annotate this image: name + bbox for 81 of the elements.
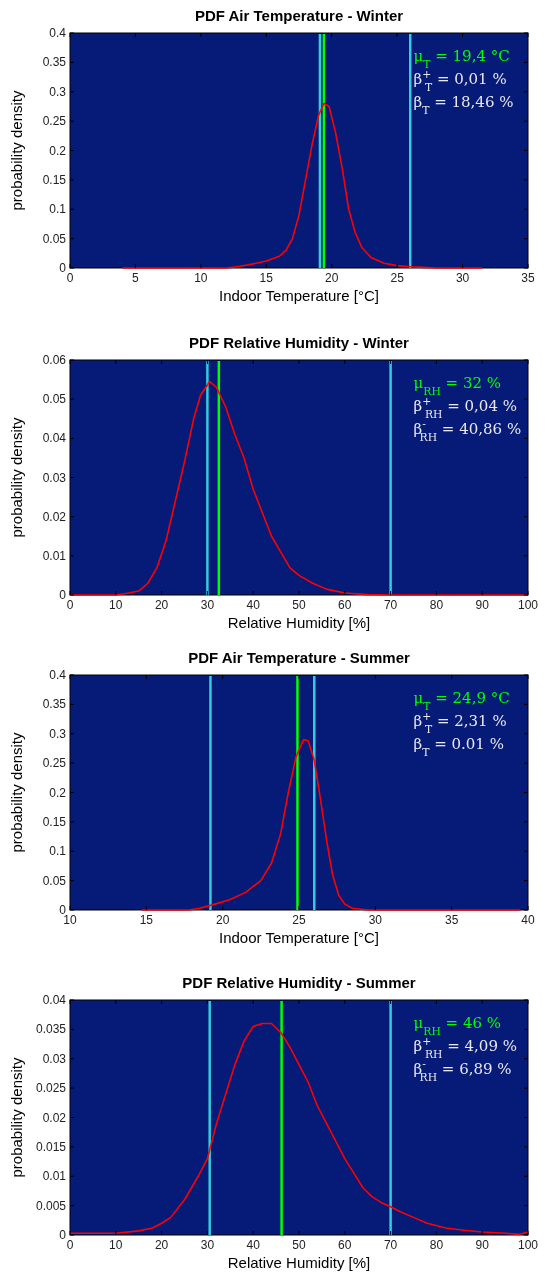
x-tick-label: 100 [517, 598, 539, 612]
x-tick-label: 35 [521, 271, 535, 285]
x-tick-label: 40 [246, 598, 261, 612]
chart-title: PDF Relative Humidity - Summer [182, 974, 416, 991]
x-tick-label: 20 [154, 598, 169, 612]
x-tick-label: 25 [292, 913, 306, 927]
x-tick-label: 70 [383, 1238, 398, 1252]
x-tick-label: 20 [325, 271, 339, 285]
chart-title: PDF Relative Humidity - Winter [189, 334, 410, 351]
x-tick-label: 40 [521, 913, 535, 927]
y-tick-label: 0.04 [42, 431, 67, 446]
x-tick-label: 30 [200, 598, 215, 612]
x-tick-label: 100 [517, 1238, 539, 1252]
y-tick-label: 0.01 [42, 1169, 67, 1184]
y-tick-label: 0.15 [42, 814, 67, 829]
y-tick-label: 0 [59, 1228, 67, 1242]
x-tick-label: 20 [215, 913, 230, 927]
y-tick-label: 0.02 [42, 1110, 67, 1125]
y-tick-label: 0.05 [42, 873, 67, 888]
y-tick-label: 0.03 [42, 1051, 67, 1066]
y-tick-label: 0.4 [49, 668, 67, 682]
x-tick-label: 60 [338, 598, 352, 612]
x-tick-label: 10 [109, 1238, 123, 1252]
y-axis-title: probability density [8, 416, 25, 538]
y-tick-label: 0.035 [35, 1022, 67, 1037]
x-tick-label: 50 [292, 1238, 306, 1252]
y-tick-label: 0.02 [42, 509, 67, 524]
y-tick-label: 0.05 [42, 392, 67, 407]
x-tick-label: 70 [383, 598, 398, 612]
chart-title: PDF Air Temperature - Winter [194, 7, 404, 24]
y-tick-label: 0.025 [35, 1081, 67, 1096]
y-tick-label: 0.2 [49, 143, 67, 158]
x-tick-label: 80 [429, 1238, 444, 1252]
x-tick-label: 10 [194, 271, 208, 285]
y-tick-label: 0.005 [35, 1198, 67, 1213]
x-tick-label: 30 [200, 1238, 215, 1252]
x-tick-label: 15 [139, 913, 154, 927]
y-axis-title: probability density [8, 1056, 25, 1178]
y-tick-label: 0.05 [42, 231, 67, 246]
y-tick-label: 0.04 [42, 993, 67, 1007]
y-tick-label: 0.03 [42, 470, 67, 485]
y-tick-label: 0.15 [42, 172, 67, 187]
y-tick-label: 0.1 [49, 844, 67, 859]
x-tick-label: 90 [475, 598, 490, 612]
y-tick-label: 0.25 [42, 756, 67, 771]
x-tick-label: 40 [246, 1238, 261, 1252]
x-axis-title: Relative Humidity [%] [227, 1254, 371, 1271]
line-series [140, 738, 522, 911]
y-tick-label: 0.2 [49, 785, 67, 800]
x-tick-label: 50 [292, 598, 306, 612]
y-tick-label: 0.3 [49, 84, 67, 99]
x-tick-label: 10 [109, 598, 123, 612]
chart-title: PDF Air Temperature - Summer [188, 649, 411, 666]
x-tick-label: 30 [368, 913, 383, 927]
x-tick-label: 25 [390, 271, 405, 285]
x-tick-label: 60 [338, 1238, 352, 1252]
x-tick-label: 5 [132, 271, 140, 285]
y-tick-label: 0.1 [49, 202, 67, 217]
y-tick-label: 0.4 [49, 26, 67, 40]
x-axis-title: Indoor Temperature [°C] [219, 287, 379, 304]
y-tick-label: 0.01 [42, 548, 67, 563]
y-tick-label: 0.06 [42, 353, 67, 367]
y-axis-title: probability density [8, 89, 25, 211]
x-tick-label: 80 [429, 598, 444, 612]
x-axis-title: Relative Humidity [%] [227, 614, 371, 631]
x-axis-title: Indoor Temperature [°C] [219, 929, 379, 946]
x-tick-label: 20 [154, 1238, 169, 1252]
y-tick-label: 0.25 [42, 114, 67, 129]
y-tick-label: 0 [59, 261, 67, 275]
y-axis-title: probability density [8, 731, 25, 853]
x-tick-label: 15 [259, 271, 274, 285]
x-tick-label: 35 [444, 913, 459, 927]
annotation: β$_{T}$ = 0.01 % [413, 735, 504, 759]
x-tick-label: 90 [475, 1238, 490, 1252]
y-tick-label: 0 [59, 588, 67, 602]
annotation: β$_{T}$ = 18,46 % [413, 93, 514, 117]
y-tick-label: 0.015 [35, 1139, 67, 1154]
y-tick-label: 0.35 [42, 697, 67, 712]
y-tick-label: 0.35 [42, 55, 67, 70]
y-tick-label: 0.3 [49, 726, 67, 741]
x-tick-label: 30 [455, 271, 470, 285]
